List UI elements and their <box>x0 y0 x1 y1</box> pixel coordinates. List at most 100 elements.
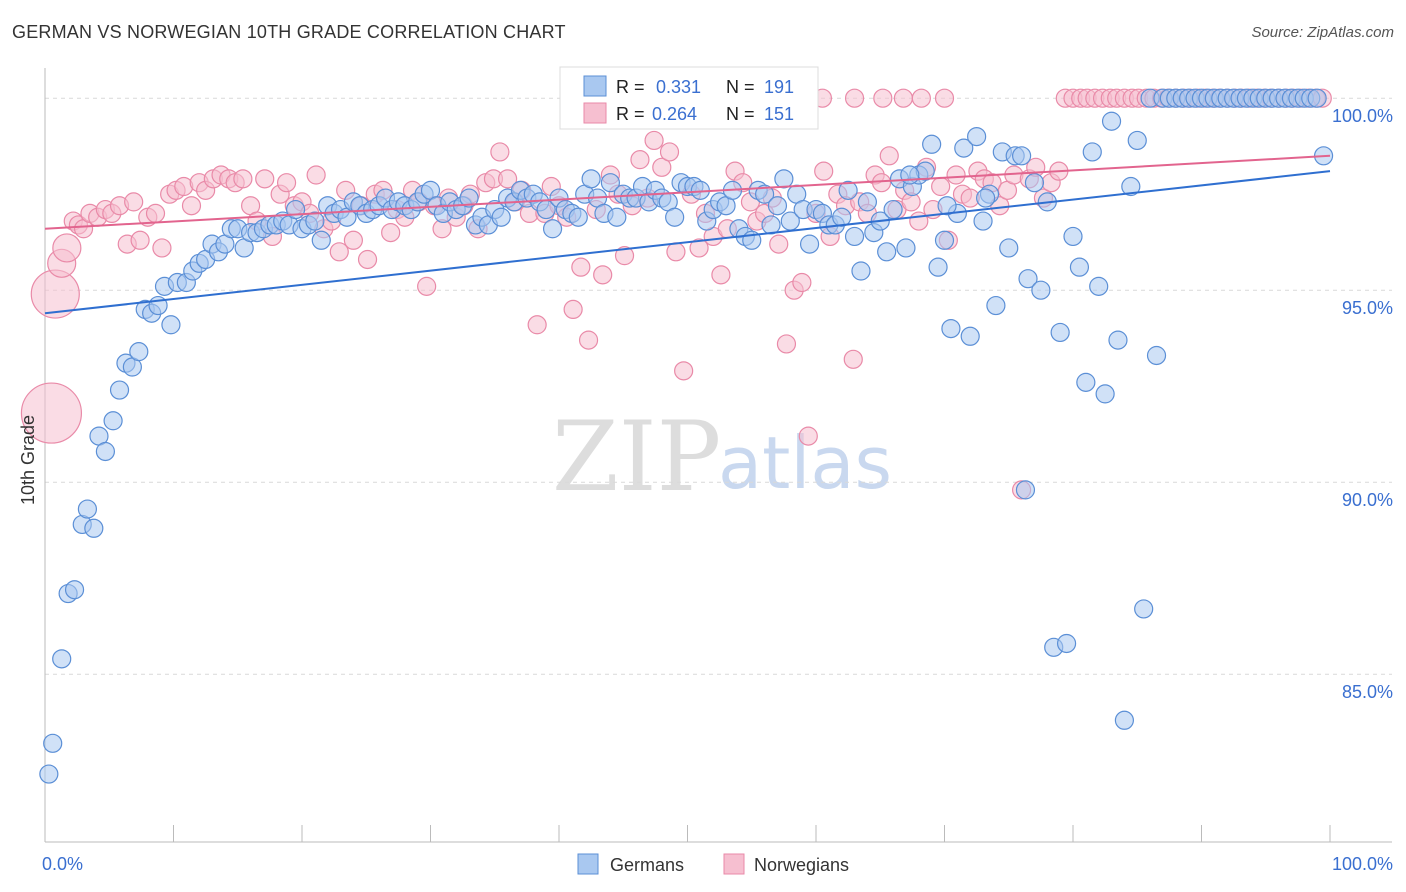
trend-lines <box>44 154 1331 315</box>
data-point <box>900 165 920 185</box>
german-swatch <box>583 75 607 97</box>
data-point <box>233 169 253 189</box>
data-point <box>20 382 83 444</box>
data-point <box>1134 599 1154 619</box>
legend-germans-swatch <box>577 853 599 875</box>
data-point <box>1011 146 1032 166</box>
source-label: Source: ZipAtlas.com <box>1251 24 1394 41</box>
data-point <box>581 169 601 189</box>
data-point <box>851 261 871 281</box>
data-point <box>491 207 511 227</box>
data-point <box>1018 269 1038 289</box>
data-point <box>614 246 635 266</box>
data-point <box>976 188 996 208</box>
data-point <box>1127 130 1147 151</box>
norwegian-r-label: R = <box>616 104 645 124</box>
norwegian-r-value: 0.264 <box>652 104 697 124</box>
norwegian-trend-line <box>44 154 1331 230</box>
data-point <box>1031 280 1051 300</box>
data-point <box>871 173 892 193</box>
data-point <box>928 257 948 277</box>
data-point <box>934 230 955 250</box>
norwegian-n-value: 151 <box>764 104 794 124</box>
data-point <box>946 165 966 185</box>
data-point <box>934 88 955 108</box>
data-point <box>954 138 974 158</box>
data-point <box>644 130 664 151</box>
data-point <box>883 199 903 220</box>
data-point <box>873 88 893 108</box>
data-point <box>563 299 583 319</box>
y-axis-title: 10th Grade <box>18 415 38 505</box>
data-point <box>652 157 672 177</box>
data-point <box>879 146 899 166</box>
x-tick-label: 100.0% <box>1332 854 1393 874</box>
data-point <box>659 142 680 162</box>
data-point <box>490 142 510 162</box>
data-point <box>343 230 363 250</box>
chart-title: GERMAN VS NORWEGIAN 10TH GRADE CORRELATI… <box>12 22 566 42</box>
data-point <box>64 580 85 600</box>
data-point <box>124 192 144 212</box>
data-point <box>1101 111 1122 131</box>
german-trend-line <box>44 170 1331 315</box>
data-point <box>674 361 694 381</box>
axes <box>44 68 1392 843</box>
data-point <box>832 207 852 227</box>
data-point <box>417 276 437 296</box>
norwegian-n-label: N = <box>726 104 755 124</box>
data-point <box>593 265 613 285</box>
data-point <box>967 127 987 147</box>
data-point <box>843 349 863 369</box>
data-point <box>255 169 275 189</box>
german-n-value: 191 <box>764 77 794 97</box>
data-point <box>1024 173 1045 193</box>
data-point <box>578 330 599 350</box>
data-point <box>941 319 961 339</box>
data-point <box>1050 322 1070 343</box>
y-tick-label: 85.0% <box>1342 682 1393 702</box>
data-point <box>306 165 326 185</box>
data-point <box>666 242 686 262</box>
data-point <box>799 234 820 254</box>
data-point <box>1307 88 1327 108</box>
data-point <box>161 315 181 335</box>
data-point <box>689 238 709 258</box>
german-points <box>39 88 1334 784</box>
legend-germans-label: Germans <box>610 855 684 875</box>
german-r-value: 0.331 <box>656 77 701 97</box>
data-point <box>769 234 789 254</box>
bottom-legend: Germans Norwegians <box>577 853 849 875</box>
data-point <box>84 518 104 538</box>
data-point <box>130 230 150 250</box>
data-point <box>711 265 731 285</box>
norwegian-swatch <box>583 102 607 124</box>
data-point <box>357 249 378 270</box>
legend-norwegians-swatch <box>723 853 745 875</box>
data-point <box>911 88 931 108</box>
data-point <box>39 764 59 784</box>
data-point <box>1121 176 1141 197</box>
data-point <box>630 150 650 170</box>
data-point <box>960 326 980 346</box>
data-point <box>1146 345 1167 366</box>
data-point <box>931 176 951 197</box>
data-point <box>1114 710 1135 730</box>
data-point <box>527 315 547 335</box>
data-point <box>498 169 518 189</box>
data-point <box>814 161 834 181</box>
data-point <box>986 295 1006 316</box>
stats-legend: R = 0.331 N = 191 R = 0.264 N = 151 <box>559 66 819 130</box>
data-point <box>52 649 72 669</box>
data-point <box>129 342 149 362</box>
data-point <box>973 211 993 231</box>
data-point <box>181 196 202 216</box>
data-point <box>1095 384 1115 404</box>
data-point <box>103 411 123 431</box>
data-point <box>305 211 325 231</box>
data-point <box>838 180 858 200</box>
data-point <box>877 242 897 262</box>
data-point <box>276 173 297 193</box>
y-tick-label: 90.0% <box>1342 490 1393 510</box>
